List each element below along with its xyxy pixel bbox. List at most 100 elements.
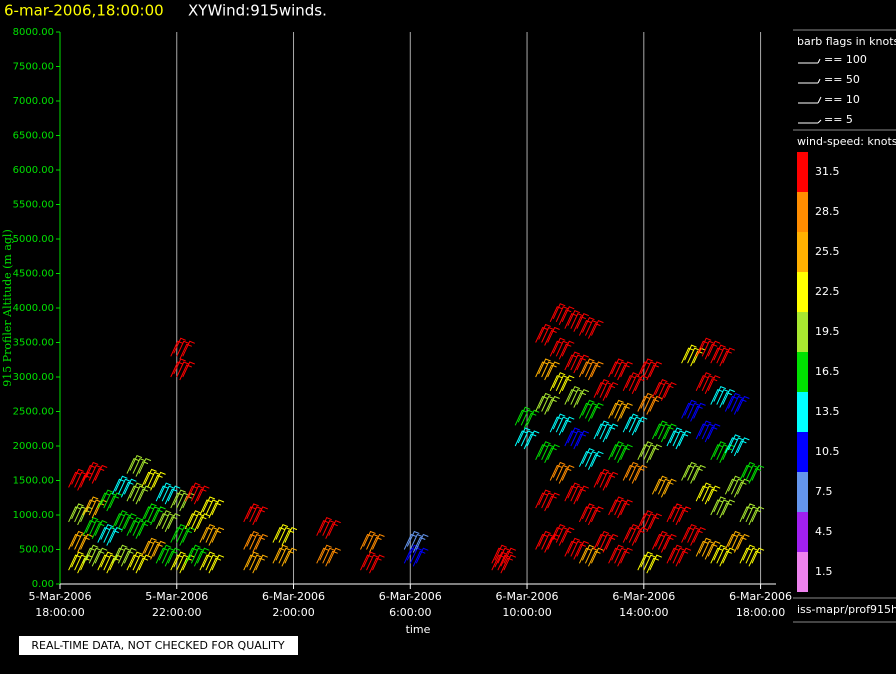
wind-barb — [593, 468, 619, 491]
x-axis-label: time — [406, 623, 431, 636]
flag-legend-symbol — [798, 78, 821, 84]
wind-barb — [651, 420, 677, 443]
x-tick-label: 6-Mar-2006 — [496, 590, 559, 603]
wind-barb — [360, 551, 385, 574]
notice: REAL-TIME DATA, NOT CHECKED FOR QUALITY — [31, 639, 285, 652]
x-tick-label: 6-Mar-2006 — [262, 590, 325, 603]
y-tick-label: 5000.00 — [13, 234, 54, 245]
colorbar-label: 10.5 — [815, 445, 840, 458]
wind-barb — [155, 544, 181, 567]
chart-subtitle: XYWind:915winds. — [188, 2, 327, 20]
wind-barb — [126, 517, 152, 539]
wind-barb — [126, 454, 152, 477]
colorbar-title: wind-speed: knots — [797, 135, 896, 148]
flag-legend-symbol — [798, 119, 822, 124]
y-tick-label: 8000.00 — [13, 27, 54, 38]
wind-barb — [68, 551, 93, 574]
wind-barb — [97, 551, 122, 574]
wind-barb — [514, 406, 540, 429]
wind-barb — [608, 441, 633, 464]
flag-legend-symbol — [798, 96, 822, 104]
x-tick-label: 2:00:00 — [272, 606, 314, 619]
wind-barb — [608, 544, 633, 567]
colorbar-segment — [797, 432, 808, 472]
wind-barb — [608, 358, 633, 381]
wind-barb — [695, 337, 721, 360]
wind-barb — [491, 551, 517, 574]
flag-legend-entry: == 10 — [824, 93, 860, 106]
wind-barb — [637, 441, 662, 464]
wind-barb — [491, 544, 517, 567]
flag-legend-entry: == 50 — [824, 73, 860, 86]
x-tick-label: 10:00:00 — [502, 606, 551, 619]
wind-barb — [68, 503, 93, 526]
wind-barb — [549, 372, 575, 395]
y-tick-label: 3500.00 — [13, 338, 54, 349]
wind-barb — [651, 530, 677, 553]
wind-barb — [724, 530, 750, 553]
wind-barb — [549, 303, 575, 326]
y-tick-label: 1500.00 — [13, 476, 54, 487]
wind-barb — [243, 503, 268, 526]
flag-legend-symbol — [798, 58, 821, 64]
x-tick-label: 6-Mar-2006 — [379, 590, 442, 603]
wind-barb — [637, 510, 662, 533]
colorbar-label: 13.5 — [815, 405, 840, 418]
y-tick-label: 0.00 — [32, 579, 54, 590]
wind-barb — [739, 544, 765, 567]
y-tick-label: 1000.00 — [13, 510, 54, 521]
wind-barb — [593, 379, 619, 401]
wind-barb — [622, 461, 648, 484]
wind-barb — [184, 482, 210, 505]
wind-barb — [710, 544, 735, 567]
wind-barb — [68, 468, 93, 491]
wind-barb — [155, 510, 181, 533]
wind-barb — [111, 510, 137, 533]
wind-barb — [82, 517, 108, 539]
wind-barb — [141, 537, 166, 560]
wind-barb — [724, 392, 750, 415]
x-tick-label: 6-Mar-2006 — [612, 590, 675, 603]
colorbar-segment — [797, 232, 808, 272]
barbs — [68, 303, 765, 574]
wind-barb — [578, 544, 604, 567]
y-tick-label: 2500.00 — [13, 407, 54, 418]
colorbar-label: 31.5 — [815, 165, 840, 178]
wind-barb — [564, 427, 590, 450]
wind-barb — [199, 523, 225, 546]
x-tick-label: 6:00:00 — [389, 606, 431, 619]
wind-barb — [82, 461, 108, 484]
wind-barb — [82, 544, 108, 567]
wind-barb — [549, 337, 575, 360]
flag-legend-entry: == 100 — [824, 53, 867, 66]
wind-barb — [564, 310, 590, 332]
x-tick-label: 5-Mar-2006 — [29, 590, 92, 603]
wind-barb — [681, 344, 706, 367]
x-tick-label: 18:00:00 — [736, 606, 785, 619]
wind-barb — [535, 358, 560, 381]
y-tick-label: 6000.00 — [13, 165, 54, 176]
notice-box — [19, 636, 298, 655]
wind-barb — [710, 385, 735, 408]
wind-barb — [666, 544, 692, 567]
wind-barb — [637, 358, 662, 381]
wind-barb — [651, 475, 677, 498]
wind-barb — [184, 544, 210, 567]
y-tick-label: 6500.00 — [13, 131, 54, 142]
colorbar-segment — [797, 352, 808, 392]
wind-barb — [710, 496, 735, 519]
wind-barb — [564, 385, 590, 408]
wind-barb — [184, 510, 210, 533]
wind-barb — [111, 544, 137, 567]
wind-barb — [155, 482, 181, 505]
wind-barb — [593, 530, 619, 553]
colorbar-label: 16.5 — [815, 365, 840, 378]
wind-barb — [243, 530, 268, 553]
colorbar-segment — [797, 192, 808, 232]
y-tick-label: 2000.00 — [13, 441, 54, 452]
wind-barb — [535, 323, 560, 346]
wind-barb — [578, 358, 604, 381]
wind-barb — [637, 551, 662, 574]
